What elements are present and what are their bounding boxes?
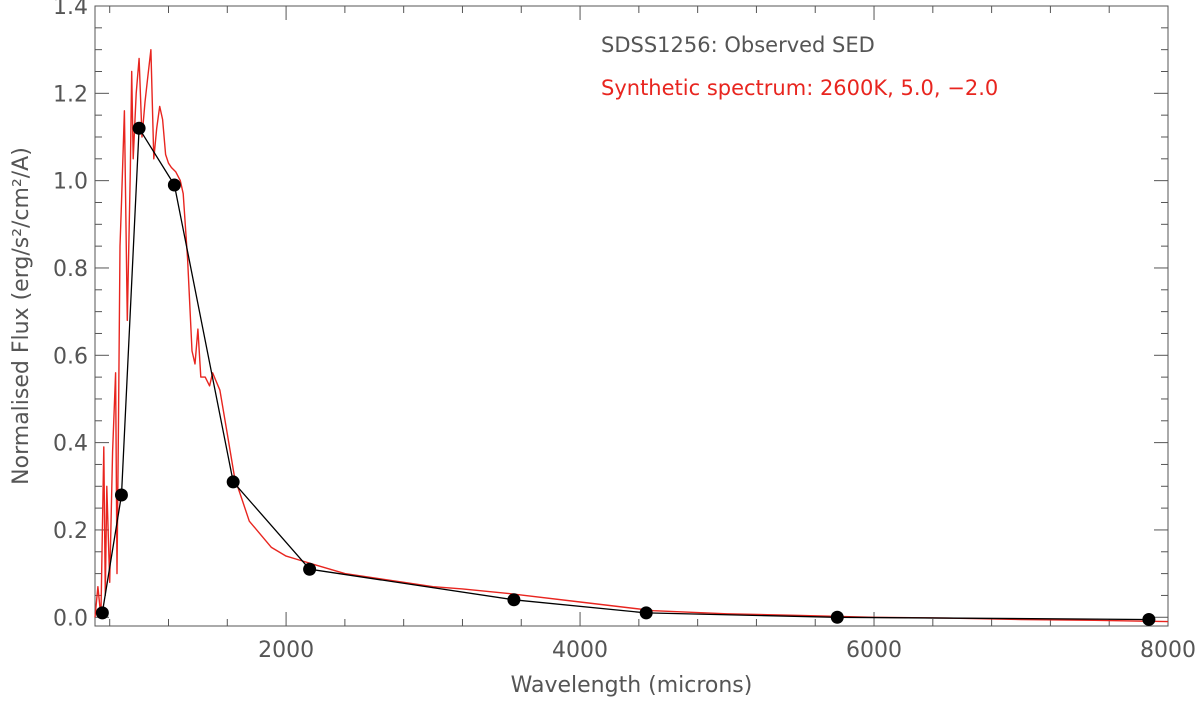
observed-sed-point (303, 562, 317, 576)
observed-sed-point (132, 121, 146, 135)
observed-sed-point (226, 475, 240, 489)
legend-entry: Synthetic spectrum: 2600K, 5.0, −2.0 (601, 76, 998, 100)
y-tick-label: 1.4 (53, 0, 88, 20)
x-axis-label: Wavelength (microns) (511, 673, 753, 698)
observed-sed-point (507, 593, 521, 607)
y-tick-label: 0.8 (53, 257, 88, 282)
observed-sed-point (1142, 612, 1156, 626)
observed-sed-point (95, 606, 109, 620)
series-layer (94, 49, 1169, 626)
observed-sed-point (167, 178, 181, 192)
y-tick-label: 0.2 (53, 519, 88, 544)
observed-sed-point (639, 606, 653, 620)
observed-sed-line (101, 127, 1149, 621)
y-tick-label: 1.0 (53, 170, 88, 195)
legend-entry: SDSS1256: Observed SED (601, 33, 875, 57)
x-tick-label: 4000 (552, 638, 608, 663)
plot-frame (94, 5, 1169, 627)
y-tick-label: 1.2 (53, 82, 88, 107)
y-tick-label: 0.4 (53, 432, 88, 457)
x-tick-label: 2000 (258, 638, 314, 663)
legend: SDSS1256: Observed SED Synthetic spectrum… (601, 33, 998, 100)
y-tick-label: 0.6 (53, 344, 88, 369)
y-tick-label: 0.0 (53, 606, 88, 631)
observed-sed-point (114, 488, 128, 502)
synthetic-spectrum-line (94, 49, 1169, 623)
observed-sed-point (830, 610, 844, 624)
y-axis-label: Normalised Flux (erg/s²/cm²/A) (9, 147, 34, 485)
x-tick-label: 8000 (1140, 638, 1196, 663)
x-tick-label: 6000 (846, 638, 902, 663)
axes: 2000 4000 6000 8000 0.0 0.2 0.4 0.6 0.8 1.0 1.2 1.4 (53, 0, 1196, 663)
